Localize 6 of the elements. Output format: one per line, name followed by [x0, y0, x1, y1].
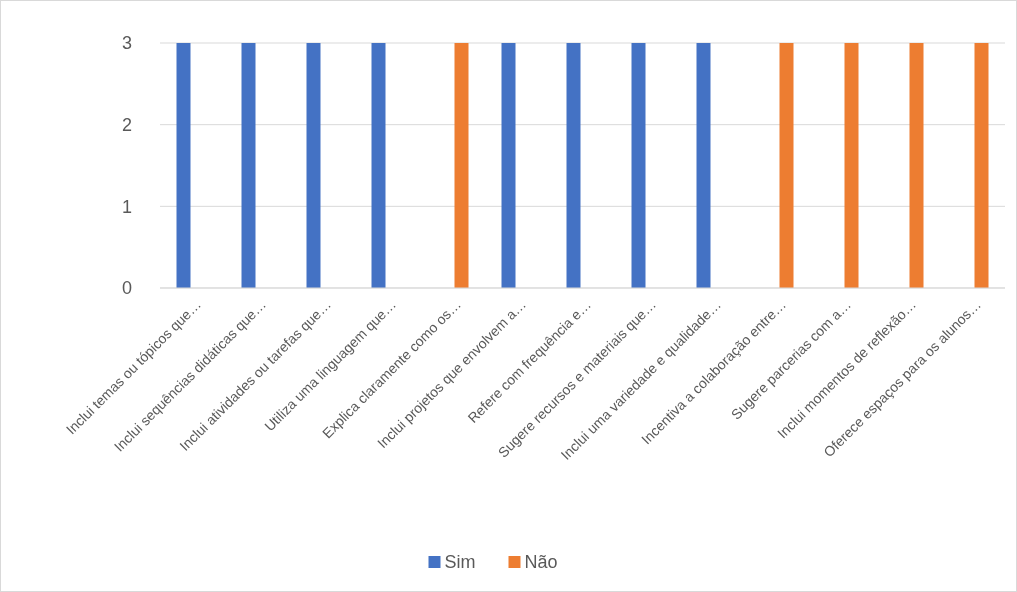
- y-tick-label: 1: [121, 196, 132, 217]
- legend-label: Sim: [444, 552, 476, 573]
- legend-label: Não: [524, 552, 558, 573]
- y-tick-label: 3: [121, 33, 132, 54]
- y-tick-label: 0: [121, 278, 132, 299]
- y-tick-label: 2: [121, 114, 132, 135]
